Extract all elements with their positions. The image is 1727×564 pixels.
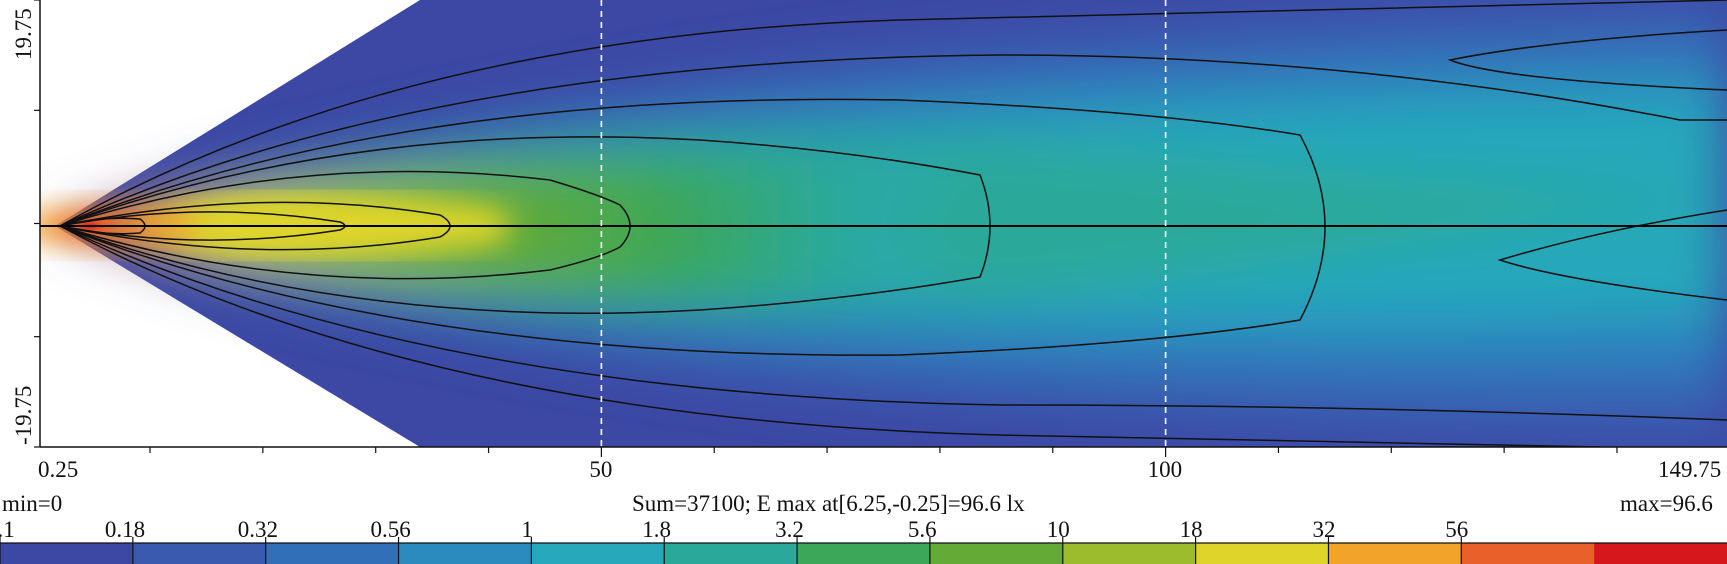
colorbar-swatch [1328, 543, 1462, 564]
colorbar-label: 1.8 [642, 517, 671, 542]
min-label: min=0 [2, 491, 63, 516]
colorbar-label: 5.6 [907, 517, 937, 542]
colorbar-swatch [1461, 543, 1595, 564]
colorbar-label: 0.18 [104, 517, 146, 542]
colorbar-swatch [132, 543, 267, 564]
colorbar-swatch [664, 543, 798, 564]
y-tick-label: -19.75 [11, 385, 36, 445]
colorbar-label: 1 [521, 517, 533, 542]
colorbar-swatch [1062, 543, 1197, 564]
colorbar-swatch [531, 543, 665, 564]
colorbar-swatch [398, 543, 532, 564]
colorbar-swatch [1594, 543, 1727, 564]
colorbar-label: 32 [1312, 517, 1336, 542]
x-tick-label: 50 [589, 457, 613, 482]
colorbar-swatch [1195, 543, 1329, 564]
colorbar [0, 537, 1727, 564]
y-tick-label: 19.75 [11, 7, 36, 60]
colorbar-swatch [797, 543, 931, 564]
summary-label: Sum=37100; E max at[6.25,-0.25]=96.6 lx [632, 491, 1025, 516]
x-tick-label: 149.75 [1658, 457, 1722, 482]
colorbar-label: 56 [1445, 517, 1469, 542]
max-label: max=96.6 [1620, 491, 1713, 516]
colorbar-swatch [265, 543, 400, 564]
colorbar-label: 18 [1179, 517, 1203, 542]
colorbar-label: 0.56 [370, 517, 411, 542]
colorbar-label: 0.32 [237, 517, 278, 542]
x-tick-label: 0.25 [38, 457, 79, 482]
colorbar-label: 0.1 [0, 517, 15, 542]
colorbar-swatch [929, 543, 1064, 564]
x-tick-label: 100 [1147, 457, 1183, 482]
colorbar-swatch [0, 543, 134, 564]
colorbar-label: 10 [1046, 517, 1070, 542]
colorbar-label: 3.2 [775, 517, 804, 542]
